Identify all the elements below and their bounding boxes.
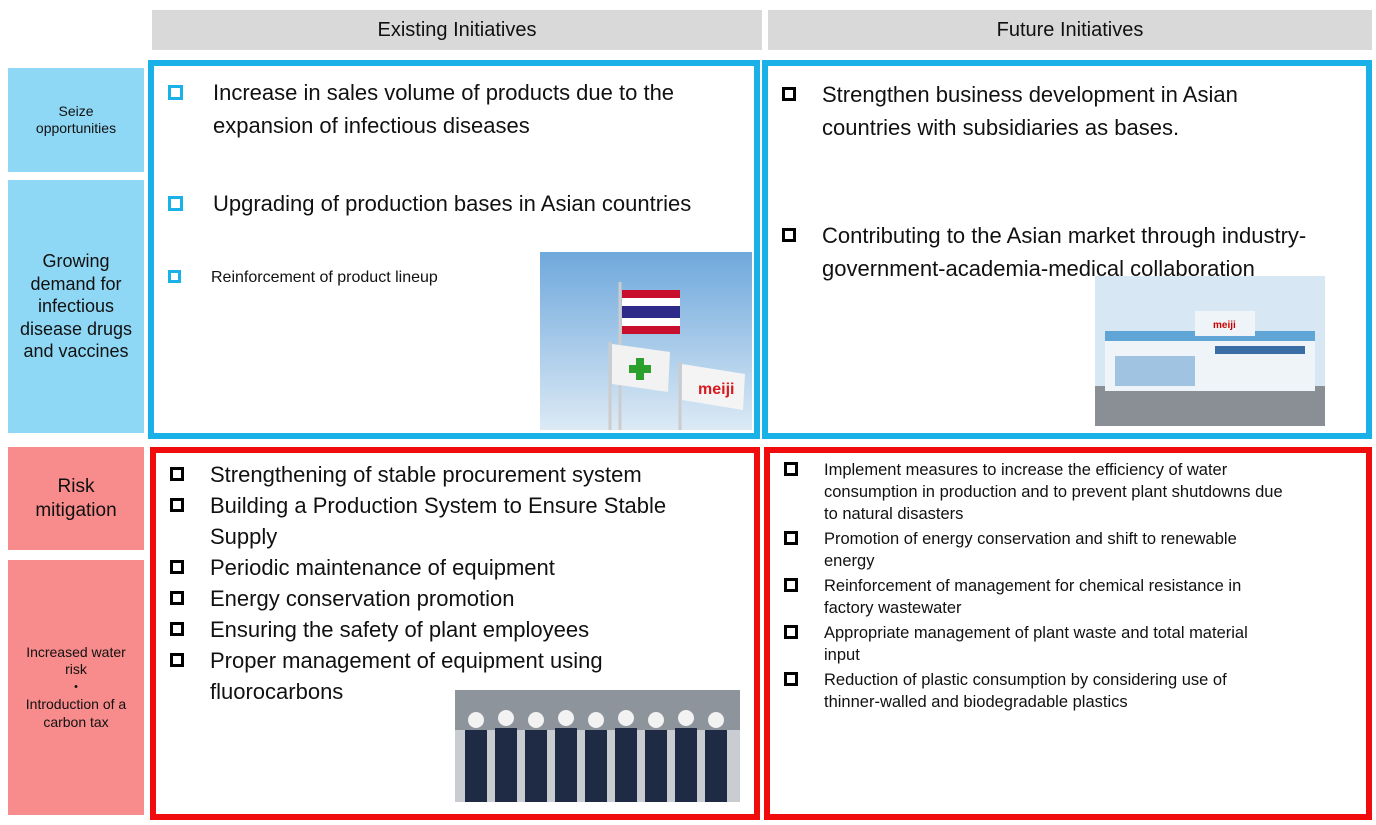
bullet [168, 84, 183, 100]
label-line: ・ [69, 678, 83, 695]
item-text: Reinforcement of product lineup [211, 269, 438, 286]
list-item: Promotion of energy conservation and shi… [784, 528, 1284, 572]
bullet [782, 227, 796, 242]
item-text: Upgrading of production bases in Asian c… [213, 191, 692, 216]
bullet [784, 625, 798, 639]
list-item: Contributing to the Asian market through… [782, 219, 1322, 285]
list-item: Appropriate management of plant waste an… [784, 622, 1284, 666]
label-line: Risk mitigation [35, 475, 117, 521]
svg-text:meiji: meiji [1213, 320, 1236, 331]
item-text: Strengthening of stable procurement syst… [210, 462, 642, 487]
list-item: Building a Production System to Ensure S… [170, 490, 730, 552]
existing-risk: Strengthening of stable procurement syst… [150, 447, 760, 820]
bullet [170, 466, 184, 481]
list-item: Strengthening of stable procurement syst… [170, 459, 730, 490]
list-item: Proper management of equipment using flu… [170, 645, 730, 707]
item-text: Reinforcement of management for chemical… [824, 577, 1242, 617]
row-label: Risk mitigation [8, 447, 144, 550]
item-text: Contributing to the Asian market through… [822, 223, 1307, 281]
future-opportunities: Strengthen business development in Asian… [762, 60, 1372, 439]
svg-text:meiji: meiji [698, 381, 734, 398]
header-existing: Existing Initiatives [152, 10, 762, 50]
bullet [168, 270, 181, 283]
bullet [170, 559, 184, 574]
item-text: Proper management of equipment using flu… [210, 648, 603, 704]
bullet [168, 195, 183, 211]
list-item: Implement measures to increase the effic… [784, 459, 1284, 525]
bullet [784, 462, 798, 476]
item-text: Periodic maintenance of equipment [210, 555, 555, 580]
list-item: Increase in sales volume of products due… [168, 76, 728, 142]
list-item: Reduction of plastic consumption by cons… [784, 669, 1284, 713]
item-text: Ensuring the safety of plant employees [210, 617, 590, 642]
item-text: Appropriate management of plant waste an… [824, 624, 1248, 664]
row-label: Increased water risk ・ Introduction of a c… [8, 560, 144, 815]
list-item: Reinforcement of management for chemical… [784, 575, 1284, 619]
list-item: Periodic maintenance of equipment [170, 552, 730, 583]
bullet [784, 672, 798, 686]
item-text: Building a Production System to Ensure S… [210, 493, 667, 549]
label-line: Increased water risk [26, 643, 126, 678]
bullet [784, 578, 798, 592]
photo-workers [455, 690, 740, 802]
row-label: Seize opportunities [8, 68, 144, 172]
label-line: Growing demand for infectious disease dr… [19, 251, 133, 362]
bullet [784, 531, 798, 545]
item-text: Promotion of energy conservation and shi… [824, 530, 1237, 570]
list-item: Reinforcement of product lineup [168, 265, 728, 291]
item-text: Reduction of plastic consumption by cons… [824, 671, 1227, 711]
list-item: Strengthen business development in Asian… [782, 78, 1322, 144]
existing-opportunities: Increase in sales volume of products due… [148, 60, 760, 439]
item-text: Increase in sales volume of products due… [213, 80, 675, 138]
header-future: Future Initiatives [768, 10, 1372, 50]
bullet [170, 652, 184, 667]
row-label: Growing demand for infectious disease dr… [8, 180, 144, 433]
bullet [170, 497, 184, 512]
label-line: Introduction of a carbon tax [25, 696, 127, 730]
bullet [782, 86, 796, 101]
photo-factory: meiji [1095, 276, 1325, 426]
item-text: Energy conservation promotion [210, 586, 515, 611]
item-text: Strengthen business development in Asian… [822, 82, 1238, 140]
label-line: Seize opportunities [35, 102, 117, 137]
future-risk: Implement measures to increase the effic… [764, 447, 1372, 820]
list-item: Upgrading of production bases in Asian c… [168, 187, 728, 220]
list-item: Ensuring the safety of plant employees [170, 614, 730, 645]
photo-flags: meiji [540, 252, 752, 430]
bullet [170, 590, 184, 605]
bullet [170, 621, 184, 636]
list-item: Energy conservation promotion [170, 583, 730, 614]
item-text: Implement measures to increase the effic… [824, 461, 1283, 523]
